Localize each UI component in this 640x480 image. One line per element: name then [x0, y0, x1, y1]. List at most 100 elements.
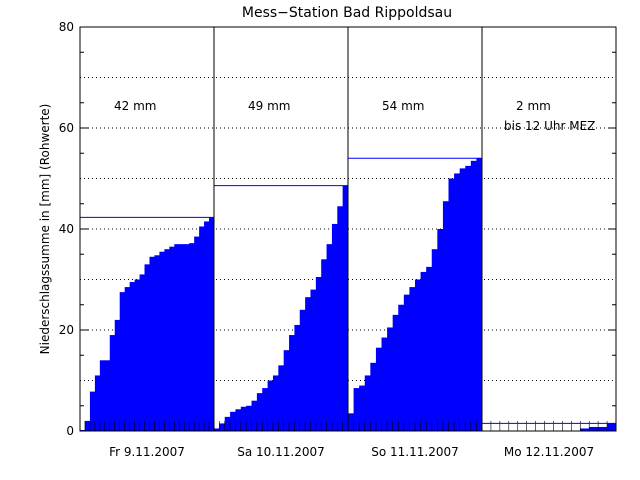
bar [299, 309, 306, 431]
bar [342, 185, 349, 431]
bar [403, 294, 410, 431]
y-axis-label: Niederschlagssumme in [mm] (Rohwerte) [38, 104, 52, 355]
bar [164, 249, 170, 431]
bar [246, 405, 252, 431]
y-tick-label: 80 [59, 20, 74, 34]
bar [448, 178, 455, 431]
bar [209, 217, 215, 431]
bar [84, 420, 91, 431]
bar [580, 428, 590, 431]
bar [470, 160, 477, 431]
bar [315, 276, 322, 431]
bar [392, 314, 399, 431]
bar [326, 244, 333, 431]
bar [174, 244, 180, 431]
bar [426, 266, 433, 431]
bar [149, 256, 155, 431]
chart-title: Mess−Station Bad Rippoldsau [242, 5, 452, 21]
x-tick-label: So 11.11.2007 [371, 445, 458, 459]
bar [262, 388, 268, 431]
bar [289, 335, 295, 431]
total-annotation: 2 mm [516, 99, 551, 113]
overlays [79, 26, 617, 432]
bar [305, 297, 311, 431]
bar [454, 173, 461, 431]
y-tick-label: 20 [59, 323, 74, 337]
bar [99, 360, 106, 431]
bar [431, 249, 438, 431]
x-tick-label: Fr 9.11.2007 [109, 445, 185, 459]
bar [240, 406, 247, 431]
bar [364, 375, 371, 431]
bar [94, 375, 101, 431]
bar [278, 365, 285, 431]
bar [109, 335, 116, 431]
bar [129, 282, 135, 431]
bar [119, 292, 126, 431]
plot-frame [79, 26, 617, 432]
bar [607, 423, 617, 431]
bar [189, 243, 195, 431]
bar [89, 391, 96, 431]
bar [169, 246, 175, 431]
bar [348, 413, 354, 431]
bar [124, 287, 131, 431]
bar [267, 380, 274, 431]
bar [294, 324, 301, 431]
bar [184, 244, 190, 431]
x-tick-label: Sa 10.11.2007 [237, 445, 325, 459]
bar [381, 337, 388, 431]
bar [476, 158, 483, 432]
labels: Fr 9.11.2007 42 mm Sa 10.11.2007 49 mm So 11… [59, 20, 596, 459]
bar [409, 287, 416, 431]
bar [214, 428, 220, 431]
bar [331, 223, 338, 431]
bar [179, 244, 185, 431]
bar [139, 274, 145, 431]
bar [598, 426, 608, 431]
bar [310, 289, 317, 431]
bar [134, 279, 140, 431]
bar [224, 416, 231, 431]
bar [437, 229, 444, 431]
bar [144, 264, 150, 431]
bar [256, 393, 263, 431]
bar [398, 304, 405, 431]
bar [359, 385, 366, 431]
total-annotation: 42 mm [114, 99, 156, 113]
bar [219, 423, 226, 431]
y-tick-label: 60 [59, 121, 74, 135]
bar [370, 362, 377, 431]
bar [80, 429, 86, 431]
bar [194, 236, 200, 431]
bar [375, 347, 382, 431]
bar [589, 426, 599, 431]
bar [230, 411, 236, 431]
x-tick-label: Mo 12.11.2007 [504, 445, 594, 459]
bar [465, 165, 472, 431]
bar [283, 350, 290, 431]
bar [154, 255, 160, 431]
bar [204, 221, 210, 431]
bar [353, 388, 360, 431]
bar [104, 360, 111, 431]
bar [321, 259, 327, 431]
bar [442, 201, 449, 431]
y-tick-label: 40 [59, 222, 74, 236]
bar [337, 206, 344, 431]
bar [159, 251, 165, 431]
bar [459, 168, 466, 431]
bar [420, 271, 427, 431]
note-annotation: bis 12 Uhr MEZ [504, 119, 595, 133]
bar [235, 409, 242, 431]
bars [80, 158, 617, 432]
bar [387, 327, 394, 431]
bar [251, 400, 258, 431]
bar [114, 319, 121, 431]
total-annotation: 54 mm [382, 99, 424, 113]
bar [415, 279, 421, 431]
bar [199, 226, 205, 431]
y-tick-label: 0 [66, 424, 74, 438]
bar [272, 375, 279, 431]
